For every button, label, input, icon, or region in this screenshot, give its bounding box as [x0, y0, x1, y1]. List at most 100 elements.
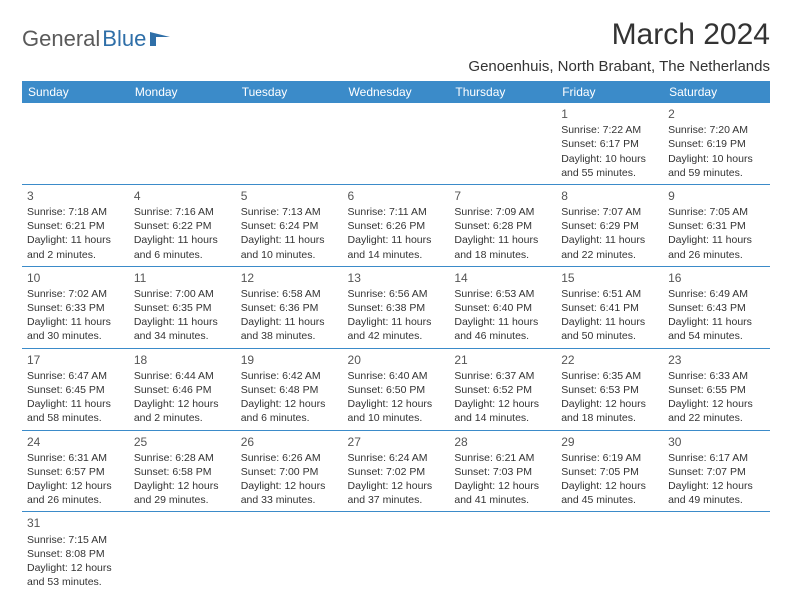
- daylight-text: and 59 minutes.: [668, 166, 765, 180]
- calendar-cell: 27Sunrise: 6:24 AMSunset: 7:02 PMDayligh…: [343, 430, 450, 512]
- calendar-cell: 28Sunrise: 6:21 AMSunset: 7:03 PMDayligh…: [449, 430, 556, 512]
- calendar-cell-empty: [22, 103, 129, 184]
- daylight-text: and 45 minutes.: [561, 493, 658, 507]
- calendar-cell: 15Sunrise: 6:51 AMSunset: 6:41 PMDayligh…: [556, 266, 663, 348]
- sunrise-text: Sunrise: 6:26 AM: [241, 451, 338, 465]
- day-number: 4: [134, 188, 231, 204]
- daylight-text: and 18 minutes.: [561, 411, 658, 425]
- calendar-cell: 10Sunrise: 7:02 AMSunset: 6:33 PMDayligh…: [22, 266, 129, 348]
- day-number: 20: [348, 352, 445, 368]
- sunrise-text: Sunrise: 6:21 AM: [454, 451, 551, 465]
- sunrise-text: Sunrise: 6:40 AM: [348, 369, 445, 383]
- daylight-text: Daylight: 12 hours: [348, 397, 445, 411]
- daylight-text: Daylight: 11 hours: [668, 315, 765, 329]
- calendar-week-row: 24Sunrise: 6:31 AMSunset: 6:57 PMDayligh…: [22, 430, 770, 512]
- sunrise-text: Sunrise: 6:31 AM: [27, 451, 124, 465]
- sunrise-text: Sunrise: 7:05 AM: [668, 205, 765, 219]
- sunset-text: Sunset: 6:19 PM: [668, 137, 765, 151]
- calendar-week-row: 17Sunrise: 6:47 AMSunset: 6:45 PMDayligh…: [22, 348, 770, 430]
- day-number: 14: [454, 270, 551, 286]
- daylight-text: Daylight: 11 hours: [454, 315, 551, 329]
- calendar-cell-empty: [449, 103, 556, 184]
- calendar-cell: 21Sunrise: 6:37 AMSunset: 6:52 PMDayligh…: [449, 348, 556, 430]
- calendar-cell-empty: [556, 512, 663, 593]
- daylight-text: Daylight: 10 hours: [668, 152, 765, 166]
- calendar-cell: 20Sunrise: 6:40 AMSunset: 6:50 PMDayligh…: [343, 348, 450, 430]
- day-number: 15: [561, 270, 658, 286]
- daylight-text: and 2 minutes.: [134, 411, 231, 425]
- sunset-text: Sunset: 6:57 PM: [27, 465, 124, 479]
- daylight-text: and 33 minutes.: [241, 493, 338, 507]
- day-number: 25: [134, 434, 231, 450]
- sunrise-text: Sunrise: 6:44 AM: [134, 369, 231, 383]
- daylight-text: and 54 minutes.: [668, 329, 765, 343]
- calendar-cell-empty: [343, 512, 450, 593]
- logo-general: General: [22, 26, 100, 52]
- calendar-week-row: 3Sunrise: 7:18 AMSunset: 6:21 PMDaylight…: [22, 184, 770, 266]
- sunset-text: Sunset: 6:53 PM: [561, 383, 658, 397]
- weekday-header-row: SundayMondayTuesdayWednesdayThursdayFrid…: [22, 81, 770, 103]
- daylight-text: Daylight: 12 hours: [241, 397, 338, 411]
- sunset-text: Sunset: 6:22 PM: [134, 219, 231, 233]
- daylight-text: and 46 minutes.: [454, 329, 551, 343]
- sunrise-text: Sunrise: 6:58 AM: [241, 287, 338, 301]
- daylight-text: and 38 minutes.: [241, 329, 338, 343]
- daylight-text: and 14 minutes.: [454, 411, 551, 425]
- sunrise-text: Sunrise: 7:02 AM: [27, 287, 124, 301]
- daylight-text: and 58 minutes.: [27, 411, 124, 425]
- daylight-text: Daylight: 12 hours: [27, 561, 124, 575]
- page: General Blue March 2024 Genoenhuis, Nort…: [0, 0, 792, 603]
- weekday-header: Wednesday: [343, 81, 450, 103]
- sunset-text: Sunset: 6:17 PM: [561, 137, 658, 151]
- sunrise-text: Sunrise: 7:09 AM: [454, 205, 551, 219]
- daylight-text: and 41 minutes.: [454, 493, 551, 507]
- sunset-text: Sunset: 7:00 PM: [241, 465, 338, 479]
- daylight-text: Daylight: 12 hours: [134, 479, 231, 493]
- daylight-text: Daylight: 12 hours: [27, 479, 124, 493]
- daylight-text: Daylight: 12 hours: [454, 479, 551, 493]
- sunset-text: Sunset: 6:36 PM: [241, 301, 338, 315]
- calendar-cell: 14Sunrise: 6:53 AMSunset: 6:40 PMDayligh…: [449, 266, 556, 348]
- daylight-text: Daylight: 12 hours: [454, 397, 551, 411]
- daylight-text: and 2 minutes.: [27, 248, 124, 262]
- daylight-text: and 50 minutes.: [561, 329, 658, 343]
- sunrise-text: Sunrise: 6:17 AM: [668, 451, 765, 465]
- daylight-text: Daylight: 11 hours: [27, 315, 124, 329]
- daylight-text: and 53 minutes.: [27, 575, 124, 589]
- day-number: 3: [27, 188, 124, 204]
- calendar-cell: 23Sunrise: 6:33 AMSunset: 6:55 PMDayligh…: [663, 348, 770, 430]
- daylight-text: Daylight: 11 hours: [348, 315, 445, 329]
- day-number: 21: [454, 352, 551, 368]
- day-number: 23: [668, 352, 765, 368]
- sunset-text: Sunset: 7:07 PM: [668, 465, 765, 479]
- sunrise-text: Sunrise: 6:19 AM: [561, 451, 658, 465]
- sunrise-text: Sunrise: 7:07 AM: [561, 205, 658, 219]
- day-number: 1: [561, 106, 658, 122]
- calendar-cell: 6Sunrise: 7:11 AMSunset: 6:26 PMDaylight…: [343, 184, 450, 266]
- daylight-text: and 6 minutes.: [241, 411, 338, 425]
- calendar-cell: 24Sunrise: 6:31 AMSunset: 6:57 PMDayligh…: [22, 430, 129, 512]
- day-number: 31: [27, 515, 124, 531]
- calendar-cell: 31Sunrise: 7:15 AMSunset: 8:08 PMDayligh…: [22, 512, 129, 593]
- daylight-text: Daylight: 10 hours: [561, 152, 658, 166]
- daylight-text: Daylight: 11 hours: [668, 233, 765, 247]
- daylight-text: Daylight: 12 hours: [561, 479, 658, 493]
- sunrise-text: Sunrise: 6:24 AM: [348, 451, 445, 465]
- daylight-text: Daylight: 11 hours: [134, 233, 231, 247]
- month-title: March 2024: [612, 18, 770, 52]
- calendar-cell: 8Sunrise: 7:07 AMSunset: 6:29 PMDaylight…: [556, 184, 663, 266]
- calendar-cell: 19Sunrise: 6:42 AMSunset: 6:48 PMDayligh…: [236, 348, 343, 430]
- weekday-header: Friday: [556, 81, 663, 103]
- sunrise-text: Sunrise: 7:20 AM: [668, 123, 765, 137]
- calendar-week-row: 10Sunrise: 7:02 AMSunset: 6:33 PMDayligh…: [22, 266, 770, 348]
- calendar-cell: 2Sunrise: 7:20 AMSunset: 6:19 PMDaylight…: [663, 103, 770, 184]
- calendar-cell-empty: [236, 512, 343, 593]
- daylight-text: Daylight: 12 hours: [348, 479, 445, 493]
- day-number: 30: [668, 434, 765, 450]
- sunset-text: Sunset: 6:38 PM: [348, 301, 445, 315]
- sunrise-text: Sunrise: 6:42 AM: [241, 369, 338, 383]
- sunset-text: Sunset: 7:05 PM: [561, 465, 658, 479]
- daylight-text: and 18 minutes.: [454, 248, 551, 262]
- header: General Blue March 2024: [22, 18, 770, 52]
- daylight-text: Daylight: 11 hours: [348, 233, 445, 247]
